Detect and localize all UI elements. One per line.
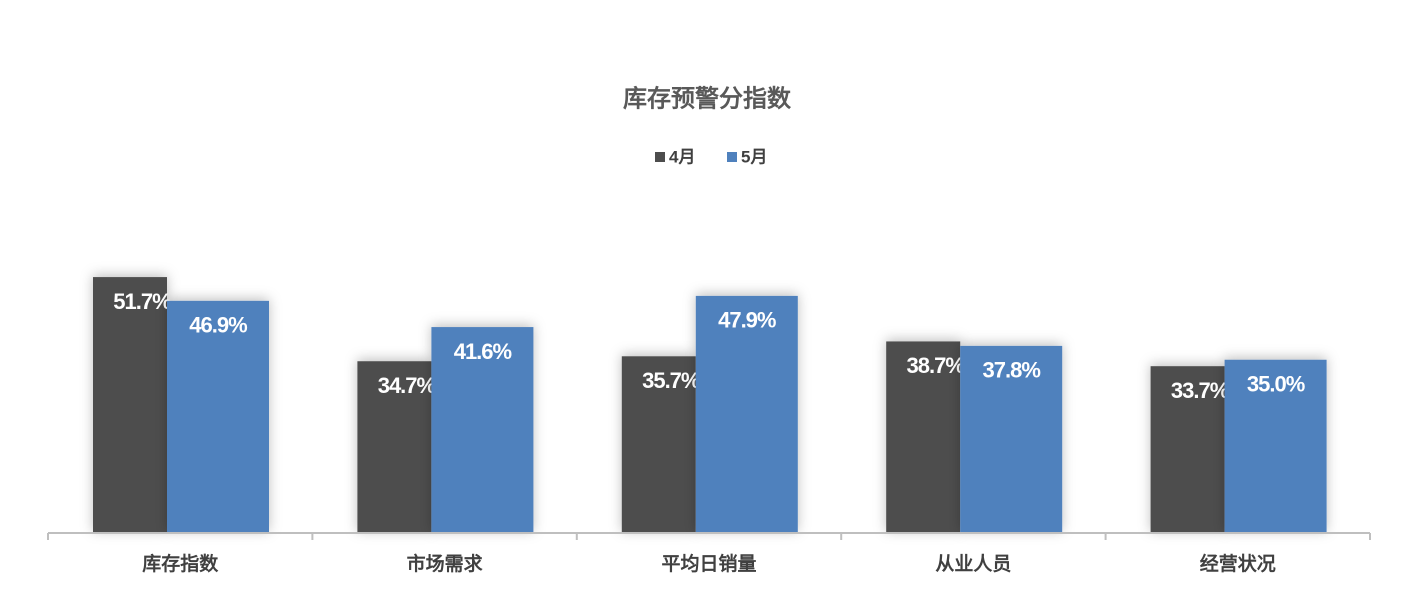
bar bbox=[431, 327, 534, 533]
chart-title: 库存预警分指数 bbox=[623, 85, 792, 112]
legend-swatch bbox=[727, 152, 737, 162]
bar bbox=[93, 277, 167, 533]
value-label: 41.6% bbox=[454, 339, 512, 364]
value-label: 38.7% bbox=[907, 353, 965, 378]
bar bbox=[695, 295, 798, 533]
legend-label: 5月 bbox=[741, 147, 767, 166]
x-tick-label: 经营状况 bbox=[1200, 552, 1276, 575]
legend-swatch bbox=[655, 152, 665, 162]
value-label: 37.8% bbox=[983, 358, 1041, 383]
x-tick-label: 库存指数 bbox=[142, 552, 219, 575]
value-label: 47.9% bbox=[718, 308, 776, 333]
value-label: 51.7% bbox=[113, 289, 171, 314]
bar bbox=[1224, 359, 1327, 533]
value-label: 33.7% bbox=[1171, 378, 1229, 403]
value-label: 35.7% bbox=[642, 368, 700, 393]
bar bbox=[167, 300, 269, 533]
bar bbox=[960, 345, 1063, 533]
bar bbox=[621, 356, 696, 533]
bar bbox=[886, 341, 961, 533]
value-label: 34.7% bbox=[378, 373, 436, 398]
x-tick-label: 从业人员 bbox=[935, 553, 1011, 575]
legend-label: 4月 bbox=[669, 147, 695, 166]
bar bbox=[1150, 366, 1225, 533]
bar bbox=[357, 361, 432, 533]
value-label: 46.9% bbox=[189, 313, 247, 338]
value-label: 35.0% bbox=[1247, 372, 1305, 397]
x-tick-label: 市场需求 bbox=[407, 552, 484, 575]
x-tick-label: 平均日销量 bbox=[661, 552, 756, 575]
